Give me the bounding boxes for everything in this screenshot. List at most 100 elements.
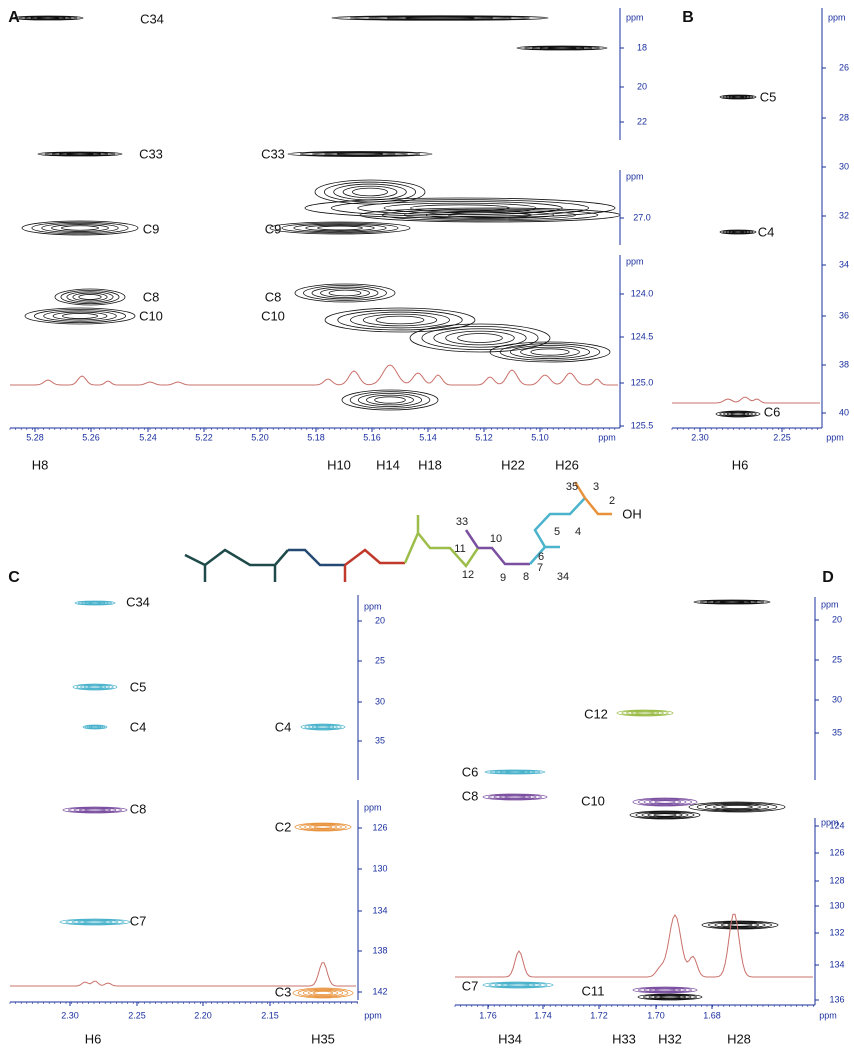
contour: [66, 152, 94, 156]
atom-number: 12: [462, 569, 474, 581]
peak-label: C11: [582, 983, 605, 998]
y-tick-label: 134: [829, 959, 844, 969]
atom-number: 10: [490, 533, 502, 545]
peak-label: C4: [275, 719, 292, 734]
x-tick-label: 5.16: [363, 432, 381, 442]
x-tick-label: 5.14: [419, 432, 437, 442]
y-tick-label: 130: [372, 863, 387, 873]
y-tick-label: 35: [375, 735, 385, 745]
contour: [723, 411, 753, 417]
contour: [312, 991, 333, 996]
contour: [425, 211, 555, 219]
contour: [351, 187, 388, 197]
contour: [653, 813, 677, 817]
y-tick-label: 125.5: [631, 420, 654, 430]
contour: [324, 152, 396, 156]
contour: [641, 811, 689, 819]
contour: [36, 16, 60, 20]
contour: [405, 16, 475, 20]
contour: [621, 710, 669, 716]
contour: [637, 993, 703, 1001]
peak-label: C5: [130, 679, 147, 694]
contour: [383, 202, 537, 214]
contour: [547, 46, 577, 50]
x-tick-label: 5.20: [251, 432, 269, 442]
contour: [315, 725, 331, 729]
peak-label: C7: [462, 978, 479, 993]
contour: [488, 982, 548, 988]
contour: [90, 725, 100, 729]
proton-label: H35: [311, 1031, 335, 1046]
contour: [626, 710, 664, 716]
contour: [52, 311, 108, 321]
contour: [616, 709, 674, 717]
contour: [293, 223, 387, 233]
y-tick-label: 128: [829, 875, 844, 885]
contour: [504, 770, 525, 774]
contour: [632, 986, 698, 994]
contour: [308, 724, 338, 730]
contour: [73, 807, 117, 813]
contour: [721, 805, 753, 810]
y-axis-unit: ppm: [364, 802, 382, 812]
contour: [726, 412, 750, 416]
contour: [311, 725, 335, 729]
x-tick-label: 2.25: [773, 432, 791, 442]
contour: [504, 795, 526, 799]
contour: [68, 807, 122, 813]
contour: [500, 983, 536, 987]
peak-label: C12: [584, 706, 608, 721]
contour: [731, 95, 745, 99]
y-tick-label: 138: [372, 945, 387, 955]
contour: [530, 348, 570, 356]
contour: [457, 333, 503, 343]
atom-number: 3: [593, 481, 599, 493]
y-tick-label: 25: [832, 654, 842, 664]
contour: [713, 804, 761, 810]
contour: [337, 309, 463, 331]
contour: [719, 411, 757, 417]
contour: [336, 152, 384, 156]
atom-number: 35: [566, 481, 578, 493]
x-tick-label: 5.26: [82, 432, 100, 442]
atom-number: 6: [538, 551, 544, 563]
y-tick-label: 30: [832, 694, 842, 704]
proton-label: H6: [732, 457, 749, 472]
peak-label: C8: [130, 801, 147, 816]
x-tick-label: 2.25: [128, 1010, 146, 1020]
contour: [648, 988, 682, 992]
contour: [403, 209, 577, 221]
structure-bond: [573, 481, 612, 516]
y-tick-label: 27.0: [633, 212, 651, 222]
peak-label: C8: [462, 788, 479, 803]
y-tick-label: 32: [839, 210, 849, 220]
contour: [61, 225, 99, 231]
y-axis-unit: ppm: [821, 599, 839, 609]
y-axis-unit: ppm: [626, 256, 644, 266]
y-tick-label: 20: [832, 614, 842, 624]
contour: [78, 294, 102, 300]
y-tick-label: 126: [829, 847, 844, 857]
contour: [62, 313, 99, 319]
contour: [708, 921, 772, 929]
contour: [653, 995, 687, 999]
contour: [638, 987, 692, 993]
peak-label: C8: [265, 289, 282, 304]
peak-label: C10: [261, 308, 285, 323]
atom-number: 4: [575, 526, 581, 538]
contour: [21, 220, 139, 236]
proton-label: H6: [85, 1031, 102, 1046]
peak-label: C5: [760, 89, 777, 104]
contour: [72, 683, 118, 691]
contour: [311, 286, 379, 300]
contour: [648, 799, 682, 805]
proton-label: H10: [327, 457, 351, 472]
contour: [499, 343, 601, 361]
atom-number: 11: [454, 543, 465, 555]
y-tick-label: 40: [839, 407, 849, 417]
contour: [308, 824, 338, 830]
proton-label: H32: [658, 1031, 682, 1046]
x-tick-label: 1.74: [534, 1010, 552, 1020]
y-tick-label: 38: [839, 359, 849, 369]
y-tick-label: 20: [637, 81, 647, 91]
